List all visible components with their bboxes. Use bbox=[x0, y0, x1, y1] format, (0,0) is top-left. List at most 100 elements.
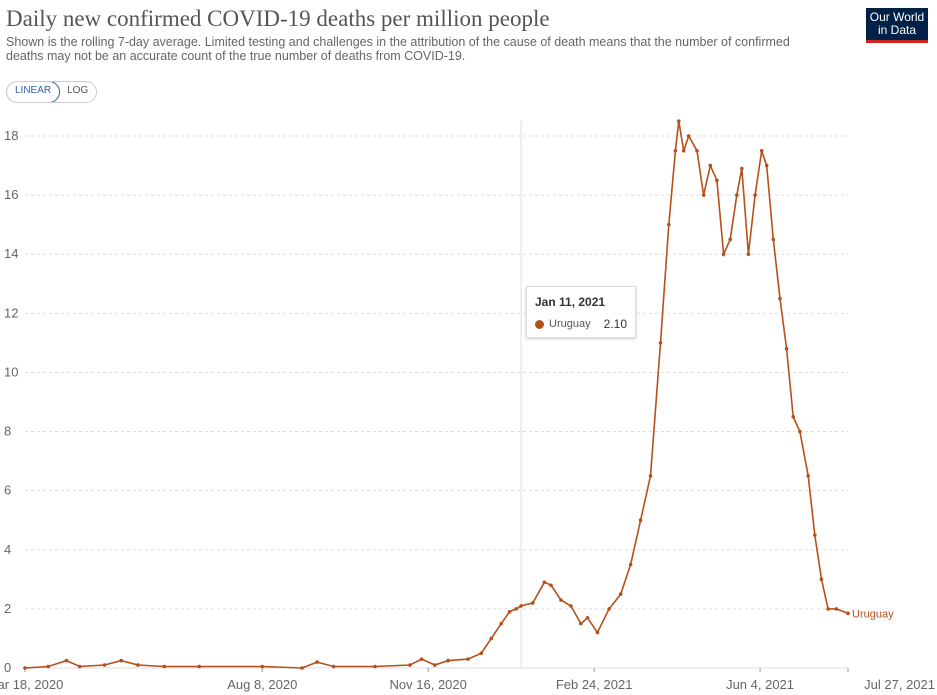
x-axis: Mar 18, 2020 Aug 8, 2020 Nov 16, 2020 Feb 2… bbox=[0, 668, 935, 692]
grid-lines bbox=[25, 135, 848, 669]
data-point bbox=[331, 664, 336, 669]
data-point bbox=[791, 414, 796, 419]
logo-line-2: in Data bbox=[877, 23, 917, 37]
data-point bbox=[778, 296, 782, 301]
data-point bbox=[628, 562, 633, 567]
data-point bbox=[666, 222, 671, 227]
data-point bbox=[530, 601, 535, 605]
data-point bbox=[23, 666, 27, 670]
data-point bbox=[585, 615, 590, 620]
data-point bbox=[658, 341, 663, 345]
y-tick-label: 4 bbox=[4, 542, 11, 557]
y-tick-label: 10 bbox=[4, 364, 18, 379]
data-point bbox=[136, 663, 140, 667]
data-point bbox=[826, 607, 830, 611]
series-color-dot bbox=[535, 319, 544, 329]
data-point bbox=[676, 119, 681, 124]
data-point bbox=[260, 664, 265, 669]
data-point bbox=[735, 193, 739, 197]
data-point bbox=[433, 663, 437, 667]
data-point bbox=[638, 518, 643, 523]
x-tick-label: Mar 18, 2020 bbox=[0, 677, 63, 692]
y-tick-label: 0 bbox=[4, 660, 11, 675]
data-point bbox=[681, 148, 686, 153]
data-point bbox=[771, 237, 776, 242]
data-point bbox=[315, 660, 319, 664]
tooltip: Jan 11, 2021 Uruguay 2.10 bbox=[526, 286, 636, 338]
data-point bbox=[695, 148, 699, 153]
data-point bbox=[846, 611, 850, 616]
data-point bbox=[806, 474, 810, 478]
x-tick-label: Jun 4, 2021 bbox=[726, 677, 794, 692]
data-point bbox=[753, 193, 757, 197]
y-tick-label: 2 bbox=[4, 601, 11, 616]
series-line-uruguay[interactable] bbox=[24, 121, 849, 669]
data-point bbox=[373, 664, 377, 669]
y-axis: 0 2 4 6 8 10 12 14 16 18 bbox=[4, 128, 18, 675]
data-point bbox=[300, 666, 304, 670]
data-point bbox=[549, 583, 553, 588]
y-tick-label: 16 bbox=[4, 187, 18, 202]
data-point bbox=[813, 533, 817, 537]
data-point bbox=[673, 148, 678, 153]
data-point bbox=[834, 607, 839, 611]
y-tick-label: 18 bbox=[4, 128, 18, 143]
linear-scale-button[interactable]: LINEAR bbox=[7, 82, 61, 102]
data-point bbox=[514, 607, 518, 611]
data-point bbox=[595, 630, 600, 635]
data-point bbox=[569, 604, 573, 608]
data-point bbox=[607, 607, 611, 611]
data-point bbox=[499, 621, 504, 626]
data-point bbox=[618, 592, 623, 596]
data-point bbox=[648, 474, 653, 478]
tooltip-row: Uruguay 2.10 bbox=[535, 317, 627, 331]
chart-title: Daily new confirmed COVID-19 deaths per … bbox=[6, 6, 550, 31]
y-tick-label: 8 bbox=[4, 424, 11, 439]
series-points bbox=[23, 119, 850, 670]
x-tick-label: Feb 24, 2021 bbox=[556, 677, 633, 692]
data-point bbox=[419, 657, 424, 661]
data-point bbox=[162, 664, 167, 669]
logo-line-1: Our World bbox=[869, 10, 925, 24]
chart-subtitle: Shown is the rolling 7-day average. Limi… bbox=[6, 35, 790, 63]
scale-toggle: LINEAR LOG bbox=[6, 81, 98, 103]
data-point bbox=[701, 193, 706, 197]
data-point bbox=[542, 580, 547, 585]
data-point bbox=[686, 134, 691, 138]
data-point bbox=[708, 163, 713, 168]
y-tick-label: 14 bbox=[4, 246, 18, 261]
data-point bbox=[102, 663, 107, 667]
owid-logo[interactable]: Our World in Data bbox=[866, 8, 928, 43]
x-tick-label: Aug 8, 2020 bbox=[227, 677, 297, 692]
data-point bbox=[819, 577, 824, 582]
data-point bbox=[784, 347, 789, 351]
data-point bbox=[408, 663, 412, 667]
data-point bbox=[519, 604, 523, 608]
y-tick-label: 6 bbox=[4, 483, 11, 498]
tooltip-series-name: Uruguay bbox=[549, 318, 591, 330]
data-point bbox=[489, 636, 494, 641]
data-point bbox=[798, 429, 802, 434]
data-point bbox=[479, 651, 484, 656]
tooltip-date: Jan 11, 2021 bbox=[535, 295, 606, 309]
data-point bbox=[764, 163, 769, 168]
y-tick-label: 12 bbox=[4, 305, 18, 320]
x-tick-label: Jul 27, 2021 bbox=[864, 677, 935, 692]
data-point bbox=[119, 658, 124, 663]
data-point bbox=[728, 237, 732, 242]
data-point bbox=[559, 598, 563, 602]
data-point bbox=[64, 658, 69, 663]
data-point bbox=[746, 252, 751, 257]
data-point bbox=[46, 664, 51, 669]
data-point bbox=[77, 664, 82, 669]
tooltip-value: 2.10 bbox=[603, 317, 627, 331]
data-point bbox=[759, 148, 764, 153]
data-point bbox=[197, 664, 202, 669]
data-point bbox=[715, 178, 719, 183]
series-end-label[interactable]: Uruguay bbox=[852, 608, 894, 620]
data-point bbox=[740, 166, 744, 171]
data-point bbox=[446, 658, 450, 663]
log-scale-button[interactable]: LOG bbox=[67, 85, 89, 96]
data-point bbox=[466, 657, 470, 661]
